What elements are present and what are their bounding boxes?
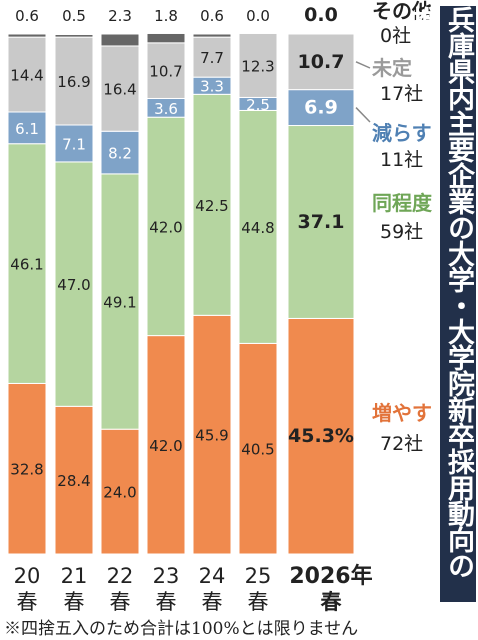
data-label-undecided-1: 16.9 bbox=[57, 73, 90, 91]
category-label-top-2: 22 bbox=[107, 564, 134, 588]
data-label-other-0: 0.6 bbox=[15, 7, 39, 25]
chart-title: 兵庫県内主要企業の大学・大学院新卒採用動向の推移 bbox=[407, 6, 476, 602]
data-label-undecided-6: 10.7 bbox=[298, 51, 345, 73]
bar-undecided-5 bbox=[238, 32, 278, 98]
data-label-same-1: 47.0 bbox=[57, 276, 90, 294]
data-label-same-4: 42.5 bbox=[195, 197, 228, 215]
category-label-bottom-6: 春 bbox=[321, 590, 343, 612]
data-label-other-5: 0.0 bbox=[246, 7, 270, 25]
bar-decrease-1 bbox=[54, 124, 94, 163]
category-label-bottom-4: 春 bbox=[202, 590, 223, 612]
bar-increase-5 bbox=[238, 342, 278, 555]
bar-same-1 bbox=[54, 161, 94, 407]
data-label-increase-0: 32.8 bbox=[10, 461, 43, 479]
legend-count-increase: 72社 bbox=[380, 433, 423, 455]
data-label-other-2: 2.3 bbox=[108, 7, 132, 25]
bar-undecided-1 bbox=[54, 36, 94, 126]
legend-name-same: 同程度 bbox=[372, 191, 433, 215]
data-label-increase-1: 28.4 bbox=[57, 472, 90, 490]
bar-same-2 bbox=[100, 173, 140, 430]
data-label-same-6: 37.1 bbox=[298, 211, 345, 233]
bar-same-4 bbox=[192, 93, 232, 316]
data-label-decrease-2: 8.2 bbox=[108, 145, 132, 163]
category-label-top-1: 21 bbox=[61, 564, 88, 588]
data-label-same-2: 49.1 bbox=[103, 294, 136, 312]
bar-other-4 bbox=[192, 33, 232, 38]
bar-undecided-6 bbox=[287, 33, 355, 91]
data-label-increase-3: 42.0 bbox=[149, 437, 182, 455]
bar-other-1 bbox=[54, 34, 94, 38]
bar-decrease-2 bbox=[100, 130, 140, 175]
category-label-bottom-2: 春 bbox=[110, 590, 131, 612]
bar-increase-6 bbox=[287, 317, 355, 555]
data-label-increase-2: 24.0 bbox=[103, 484, 136, 502]
bar-undecided-2 bbox=[100, 45, 140, 132]
category-label-top-3: 23 bbox=[153, 564, 180, 588]
legend-count-same: 59社 bbox=[380, 221, 423, 243]
data-label-undecided-4: 7.7 bbox=[200, 49, 224, 67]
category-label-bottom-3: 春 bbox=[156, 590, 177, 612]
data-label-decrease-4: 3.3 bbox=[200, 78, 224, 96]
data-label-increase-6: 45.3% bbox=[288, 425, 354, 447]
legend-leader-undecided bbox=[355, 61, 371, 69]
category-label-bottom-0: 春 bbox=[17, 590, 38, 612]
bar-decrease-6 bbox=[287, 89, 355, 127]
legend-name-decrease: 減らす bbox=[372, 121, 432, 145]
bar-increase-0 bbox=[7, 382, 47, 555]
data-label-other-1: 0.5 bbox=[62, 7, 86, 25]
data-label-undecided-0: 14.4 bbox=[10, 67, 43, 85]
category-label-top-0: 20 bbox=[14, 564, 41, 588]
legend-count-decrease: 11社 bbox=[380, 149, 423, 171]
legend-name-undecided: 未定 bbox=[372, 56, 412, 80]
footnote: ※四捨五入のため合計は100%とは限りません bbox=[4, 619, 359, 639]
data-label-decrease-1: 7.1 bbox=[62, 135, 86, 153]
legend-count-other: 0社 bbox=[380, 25, 411, 47]
bar-increase-2 bbox=[100, 428, 140, 555]
data-label-decrease-3: 3.6 bbox=[154, 100, 178, 118]
bar-other-2 bbox=[100, 33, 140, 47]
legend-name-increase: 増やす bbox=[372, 401, 432, 425]
bar-same-0 bbox=[7, 143, 47, 384]
data-label-same-5: 44.8 bbox=[241, 219, 274, 237]
data-label-undecided-3: 10.7 bbox=[149, 63, 182, 81]
bar-increase-1 bbox=[54, 405, 94, 555]
bar-chart: 32.846.16.114.40.620春28.447.07.116.90.52… bbox=[7, 0, 433, 612]
data-label-decrease-0: 6.1 bbox=[15, 120, 39, 138]
data-label-undecided-2: 16.4 bbox=[103, 81, 136, 99]
data-label-same-3: 42.0 bbox=[149, 218, 182, 236]
bar-undecided-3 bbox=[146, 42, 186, 99]
data-label-undecided-5: 12.3 bbox=[241, 57, 274, 75]
data-label-decrease-5: 2.5 bbox=[246, 96, 270, 114]
data-label-increase-4: 45.9 bbox=[195, 427, 228, 445]
category-label-bottom-5: 春 bbox=[248, 590, 269, 612]
bar-same-6 bbox=[287, 125, 355, 319]
bar-other-3 bbox=[146, 32, 186, 44]
data-label-other-4: 0.6 bbox=[200, 7, 224, 25]
bar-same-5 bbox=[238, 109, 278, 344]
category-label-bottom-1: 春 bbox=[64, 590, 85, 612]
category-label-top-5: 25 bbox=[245, 564, 272, 588]
category-label-top-6: 2026年 bbox=[289, 563, 372, 589]
bar-increase-4 bbox=[192, 314, 232, 555]
legend-count-undecided: 17社 bbox=[380, 83, 423, 105]
bar-undecided-0 bbox=[7, 36, 47, 113]
bar-other-0 bbox=[7, 33, 47, 38]
data-label-decrease-6: 6.9 bbox=[304, 97, 338, 119]
data-label-same-0: 46.1 bbox=[10, 256, 43, 274]
category-label-top-4: 24 bbox=[199, 564, 226, 588]
legend-name-other: その他 bbox=[372, 0, 432, 23]
data-label-other-6: 0.0 bbox=[304, 4, 338, 26]
bar-increase-3 bbox=[146, 335, 186, 555]
data-label-increase-5: 40.5 bbox=[241, 441, 274, 459]
data-label-other-3: 1.8 bbox=[154, 7, 178, 25]
legend-leader-decrease bbox=[355, 107, 371, 123]
